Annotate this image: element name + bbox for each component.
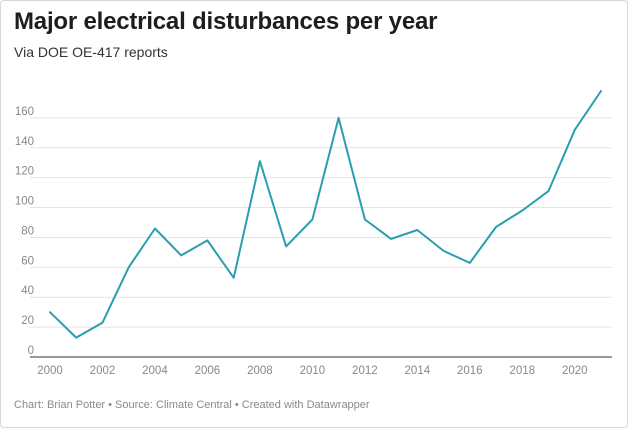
x-tick-label: 2006 bbox=[195, 365, 221, 377]
chart-footer: Chart: Brian Potter • Source: Climate Ce… bbox=[14, 399, 370, 411]
x-tick-label: 2008 bbox=[247, 365, 273, 377]
y-tick-label: 40 bbox=[21, 285, 34, 297]
y-tick-label: 100 bbox=[15, 196, 34, 208]
y-tick-label: 120 bbox=[15, 166, 34, 178]
x-tick-label: 2000 bbox=[37, 365, 63, 377]
y-tick-label: 160 bbox=[15, 106, 34, 118]
x-tick-label: 2016 bbox=[457, 365, 483, 377]
series-line bbox=[49, 90, 602, 339]
y-tick-labels: 0 20 40 60 80 100 120 140 160 bbox=[15, 106, 34, 357]
x-tick-label: 2010 bbox=[300, 365, 326, 377]
y-tick-label: 0 bbox=[28, 345, 34, 357]
x-tick-label: 2018 bbox=[509, 365, 535, 377]
x-tick-label: 2002 bbox=[90, 365, 116, 377]
x-tick-label: 2014 bbox=[405, 365, 431, 377]
x-tick-label: 2020 bbox=[562, 365, 588, 377]
y-tick-label: 80 bbox=[21, 225, 34, 237]
y-tick-label: 60 bbox=[21, 255, 34, 267]
y-tick-label: 20 bbox=[21, 315, 34, 327]
x-tick-label: 2004 bbox=[142, 365, 168, 377]
chart-subtitle: Via DOE OE-417 reports bbox=[14, 44, 168, 60]
y-grid bbox=[30, 117, 612, 328]
chart-title: Major electrical disturbances per year bbox=[14, 8, 438, 35]
x-tick-labels: 2000 2002 2004 2006 2008 2010 2012 2014 2016 2018… bbox=[37, 365, 587, 377]
x-tick-label: 2012 bbox=[352, 365, 378, 377]
y-tick-label: 140 bbox=[15, 136, 34, 148]
